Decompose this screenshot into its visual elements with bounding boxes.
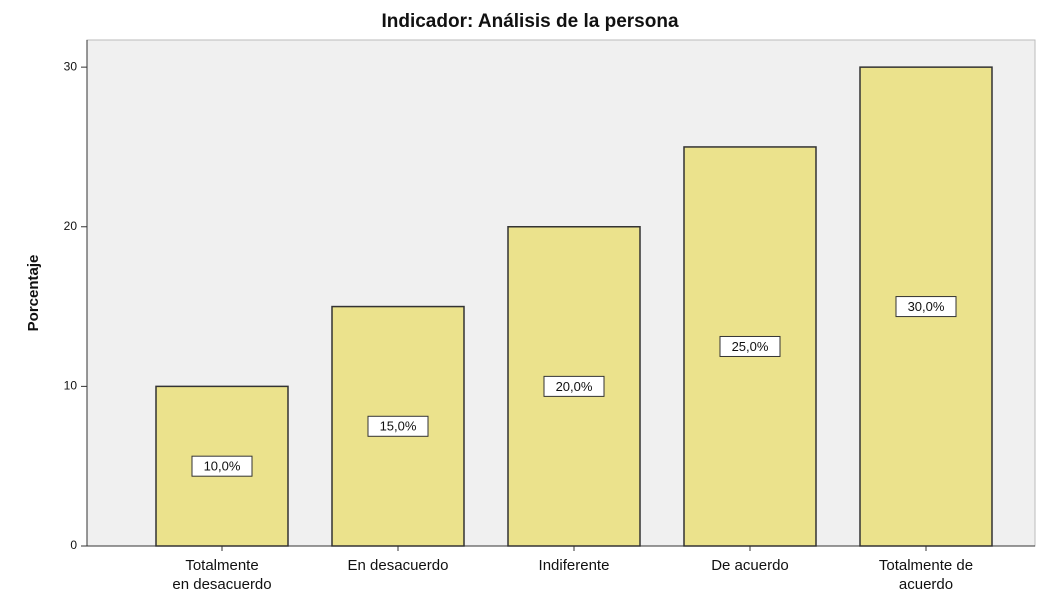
y-axis-label: Porcentaje [25,255,42,332]
value-label-box [191,455,253,477]
x-tick-label: Totalmente en desacuerdo [172,557,271,593]
value-label-box [895,296,957,318]
value-label: 10,0% [204,459,241,474]
x-tick-label: Totalmente de acuerdo [879,557,973,593]
value-label: 15,0% [380,419,417,434]
x-tick-label: Indiferente [539,557,610,574]
value-label: 30,0% [908,299,945,314]
y-tick-label: 0 [70,538,77,552]
value-label: 25,0% [732,339,769,354]
y-tick-label: 20 [64,219,78,233]
value-label-box [719,335,781,357]
value-label-box [367,415,429,437]
chart-title: Indicador: Análisis de la persona [381,11,678,32]
x-tick-label: En desacuerdo [348,557,449,574]
value-label: 20,0% [556,379,593,394]
x-tick-label: De acuerdo [711,557,789,574]
value-label-box [543,375,605,397]
y-tick-label: 10 [64,379,78,393]
y-tick-label: 30 [64,59,78,73]
